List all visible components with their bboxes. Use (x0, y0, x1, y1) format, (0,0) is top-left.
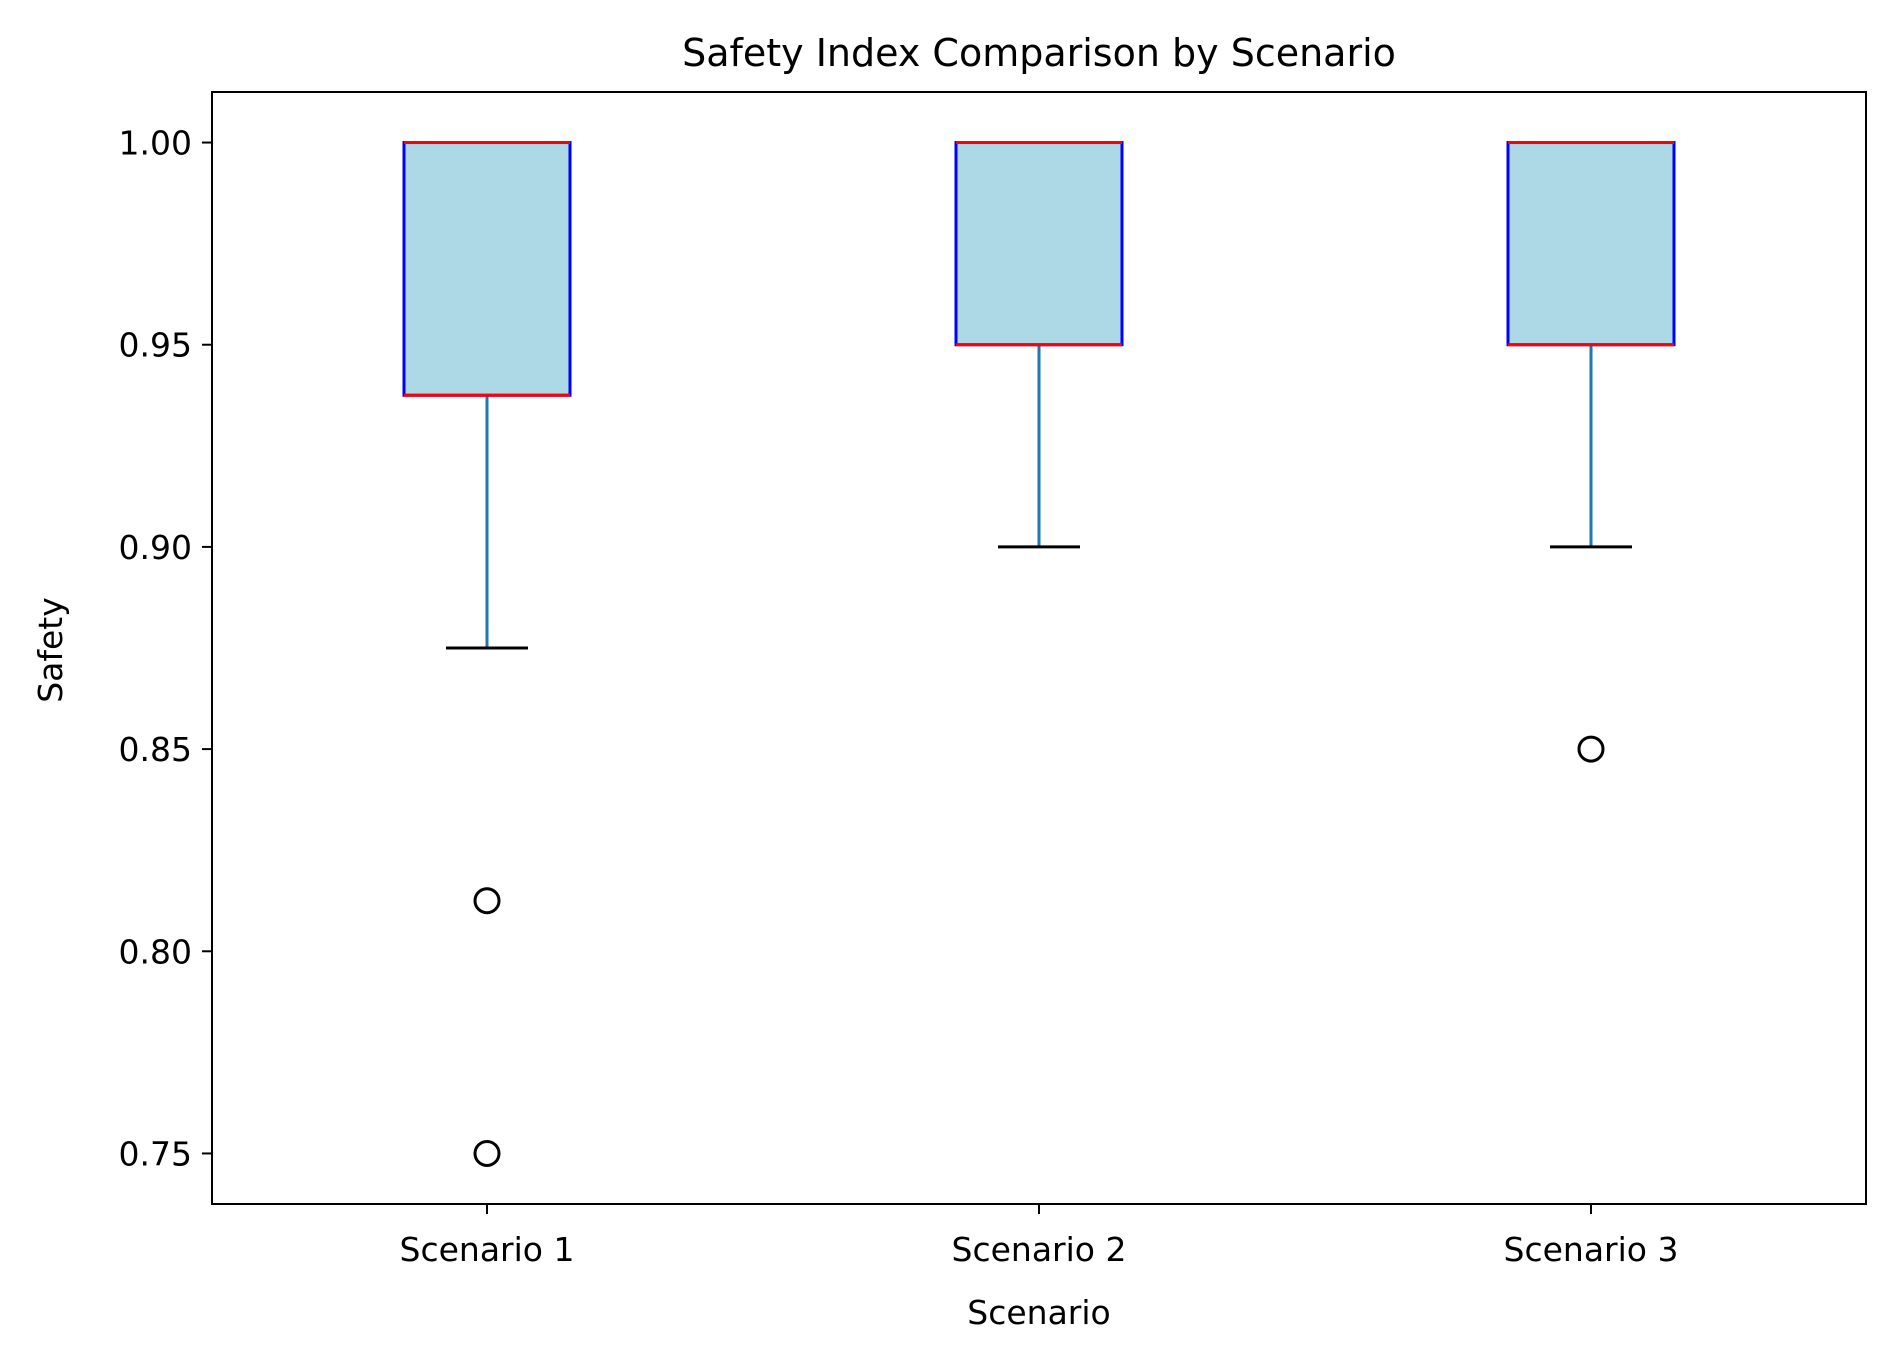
outlier-point (1577, 735, 1605, 763)
y-tick-label: 0.85 (119, 730, 192, 769)
y-tick-label: 0.75 (119, 1134, 192, 1173)
box-series-2 (954, 141, 1124, 549)
x-tick-label: Scenario 3 (1504, 1230, 1679, 1269)
x-tick-label: Scenario 2 (952, 1230, 1127, 1269)
box-series-1 (402, 141, 572, 1167)
iqr-box (954, 141, 1124, 347)
iqr-box (402, 141, 572, 397)
x-axis-label: Scenario (967, 1293, 1110, 1332)
chart-title: Safety Index Comparison by Scenario (682, 31, 1396, 75)
outlier-point (473, 887, 501, 915)
y-tick-label: 0.90 (119, 528, 192, 567)
x-tick-label: Scenario 1 (400, 1230, 575, 1269)
y-axis-label: Safety (31, 597, 70, 703)
x-axis: Scenario 1 Scenario 2 Scenario 3 (400, 1204, 1679, 1269)
y-tick-label: 1.00 (119, 124, 192, 163)
y-axis: 0.75 0.80 0.85 0.90 0.95 1.00 (119, 124, 212, 1173)
outlier-point (473, 1139, 501, 1167)
y-tick-label: 0.95 (119, 326, 192, 365)
plot-area (402, 141, 1676, 1167)
y-tick-label: 0.80 (119, 932, 192, 971)
iqr-box (1506, 141, 1676, 347)
box-series-3 (1506, 141, 1676, 763)
